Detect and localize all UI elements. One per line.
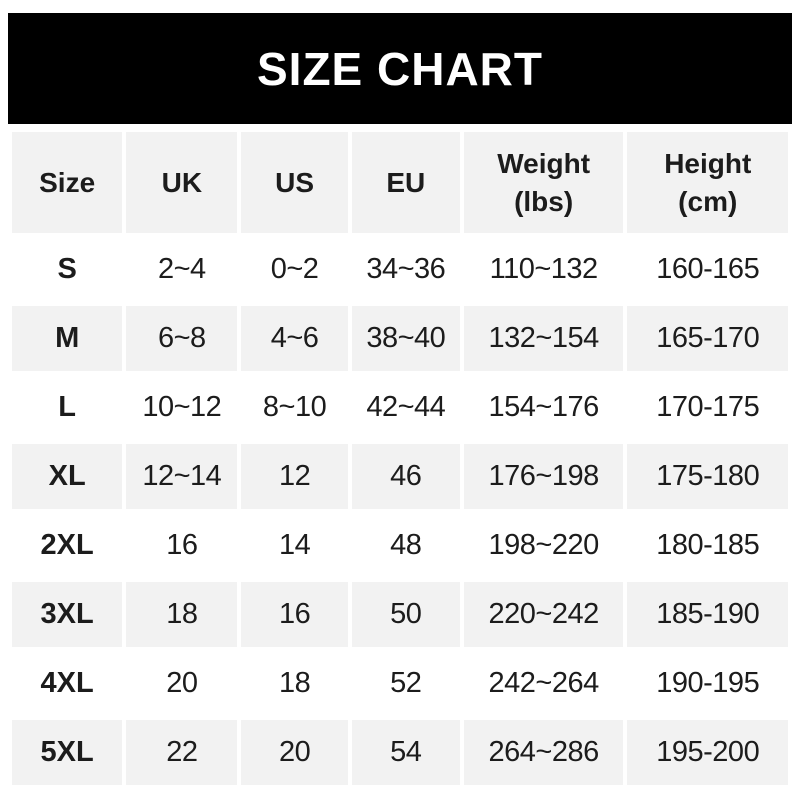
cell-height: 165-170	[627, 306, 788, 371]
column-header-weight: Weight (lbs)	[463, 132, 624, 233]
cell-weight: 198~220	[463, 513, 624, 578]
cell-us: 18	[241, 651, 348, 716]
cell-eu: 34~36	[351, 237, 460, 302]
cell-size: XL	[12, 444, 123, 509]
cell-weight: 176~198	[463, 444, 624, 509]
cell-size: 4XL	[12, 651, 123, 716]
cell-height: 170-175	[627, 375, 788, 440]
size-chart-table: Size UK US EU Weight (lbs) Height (cm) S 2~4 0~…	[8, 128, 792, 789]
cell-size: S	[12, 237, 123, 302]
column-header-size: Size	[12, 132, 123, 233]
cell-uk: 16	[126, 513, 238, 578]
cell-size: M	[12, 306, 123, 371]
cell-uk: 6~8	[126, 306, 238, 371]
cell-eu: 42~44	[351, 375, 460, 440]
cell-size: 5XL	[12, 720, 123, 785]
table-row-l: L 10~12 8~10 42~44 154~176 170-175	[12, 375, 788, 440]
cell-size: 3XL	[12, 582, 123, 647]
cell-us: 16	[241, 582, 348, 647]
size-table-body: S 2~4 0~2 34~36 110~132 160-165 M 6~8 4~6 38~40 13…	[12, 237, 788, 785]
cell-eu: 54	[351, 720, 460, 785]
cell-uk: 12~14	[126, 444, 238, 509]
cell-eu: 48	[351, 513, 460, 578]
cell-size: 2XL	[12, 513, 123, 578]
cell-uk: 10~12	[126, 375, 238, 440]
cell-weight: 110~132	[463, 237, 624, 302]
cell-weight: 132~154	[463, 306, 624, 371]
header-row: Size UK US EU Weight (lbs) Height (cm)	[12, 132, 788, 233]
cell-us: 14	[241, 513, 348, 578]
cell-us: 4~6	[241, 306, 348, 371]
cell-size: L	[12, 375, 123, 440]
cell-height: 180-185	[627, 513, 788, 578]
cell-eu: 38~40	[351, 306, 460, 371]
column-header-us: US	[241, 132, 348, 233]
cell-height: 190-195	[627, 651, 788, 716]
cell-height: 185-190	[627, 582, 788, 647]
cell-us: 12	[241, 444, 348, 509]
column-header-eu: EU	[351, 132, 460, 233]
cell-uk: 2~4	[126, 237, 238, 302]
table-row-5xl: 5XL 22 20 54 264~286 195-200	[12, 720, 788, 785]
cell-eu: 50	[351, 582, 460, 647]
cell-uk: 22	[126, 720, 238, 785]
cell-weight: 154~176	[463, 375, 624, 440]
cell-uk: 18	[126, 582, 238, 647]
cell-us: 20	[241, 720, 348, 785]
cell-eu: 52	[351, 651, 460, 716]
table-row-xl: XL 12~14 12 46 176~198 175-180	[12, 444, 788, 509]
cell-weight: 242~264	[463, 651, 624, 716]
cell-weight: 264~286	[463, 720, 624, 785]
table-row-s: S 2~4 0~2 34~36 110~132 160-165	[12, 237, 788, 302]
column-header-height: Height (cm)	[627, 132, 788, 233]
page-title: SIZE CHART	[257, 42, 543, 95]
table-row-3xl: 3XL 18 16 50 220~242 185-190	[12, 582, 788, 647]
cell-height: 195-200	[627, 720, 788, 785]
cell-us: 0~2	[241, 237, 348, 302]
cell-uk: 20	[126, 651, 238, 716]
cell-weight: 220~242	[463, 582, 624, 647]
table-row-m: M 6~8 4~6 38~40 132~154 165-170	[12, 306, 788, 371]
column-header-uk: UK	[126, 132, 238, 233]
cell-us: 8~10	[241, 375, 348, 440]
cell-height: 160-165	[627, 237, 788, 302]
size-chart-banner: SIZE CHART	[8, 13, 792, 124]
cell-eu: 46	[351, 444, 460, 509]
table-row-2xl: 2XL 16 14 48 198~220 180-185	[12, 513, 788, 578]
cell-height: 175-180	[627, 444, 788, 509]
table-row-4xl: 4XL 20 18 52 242~264 190-195	[12, 651, 788, 716]
